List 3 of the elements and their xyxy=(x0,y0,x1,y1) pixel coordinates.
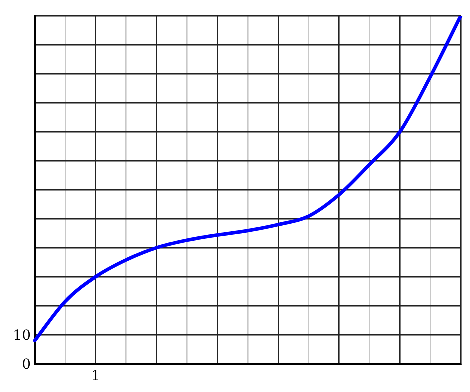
text: 1 xyxy=(91,368,100,385)
y-tick-label: 10 xyxy=(13,328,31,344)
y-tick-label: 0 xyxy=(22,357,31,373)
